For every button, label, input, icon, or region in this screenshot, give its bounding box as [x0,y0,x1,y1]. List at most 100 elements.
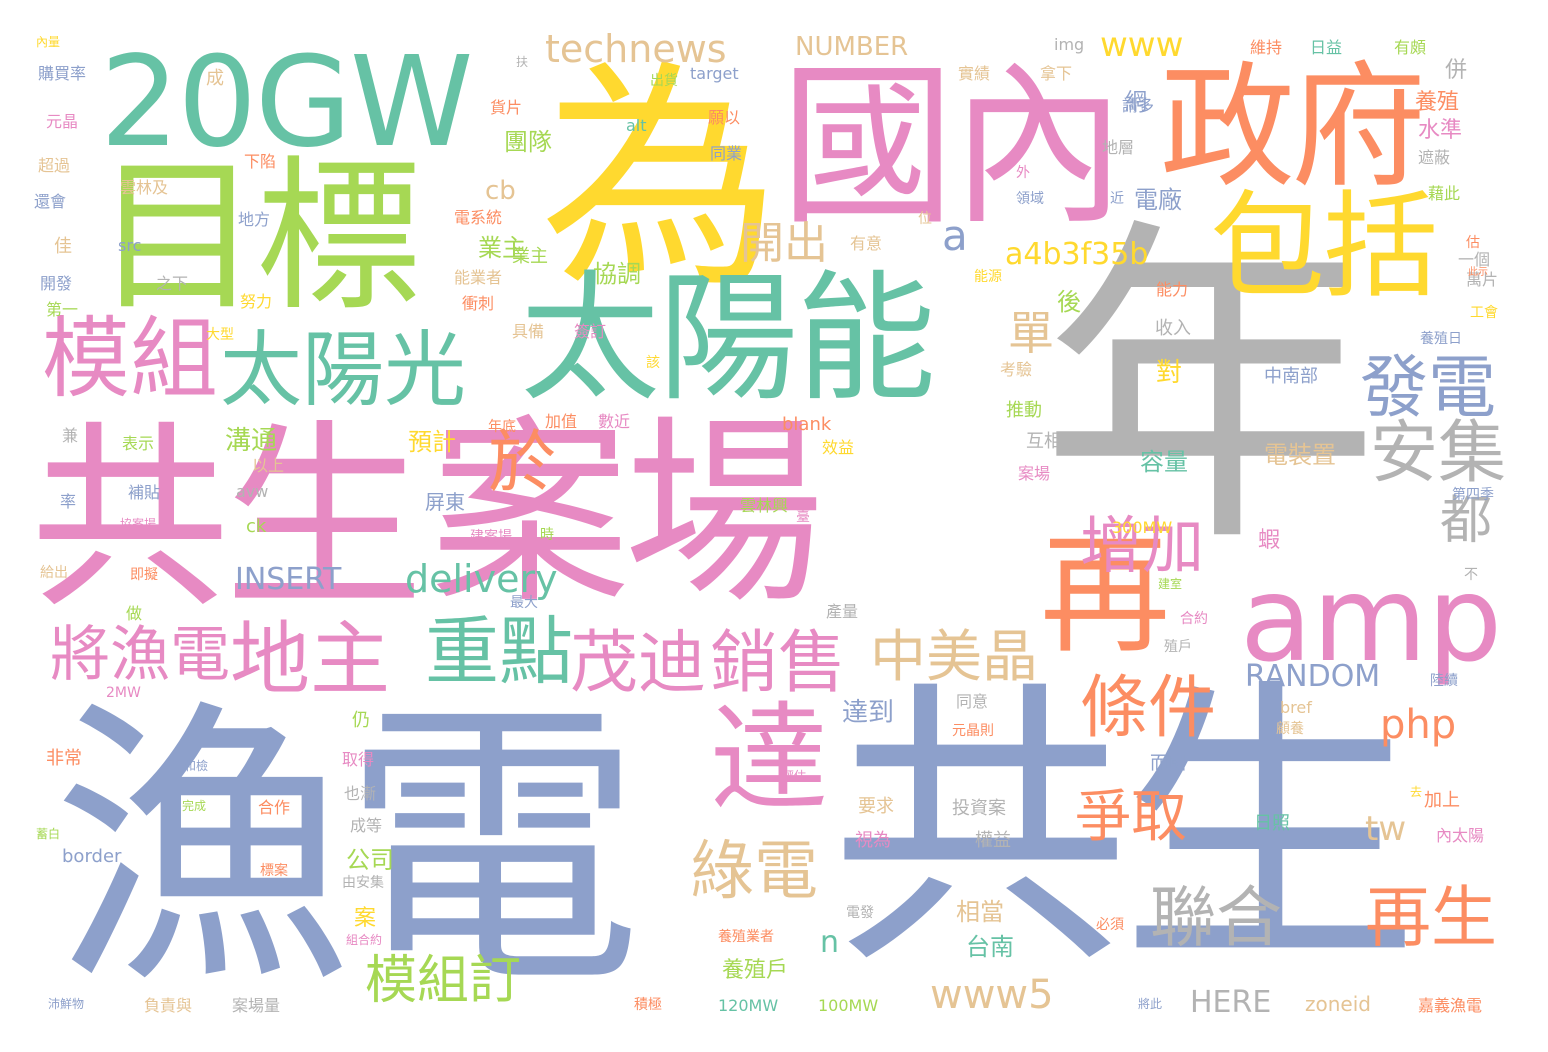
word-cloud-word: 團隊 [504,128,552,156]
word-cloud-word: 開發 [40,274,73,293]
word-cloud-word: 為 [540,40,781,320]
word-cloud-word: 而國 [1150,753,1186,774]
word-cloud-word: 雲林及 [120,178,169,197]
word-cloud-word: 協調 [593,260,641,288]
word-cloud-word: 簽訂 [574,322,607,341]
word-cloud-word: 共生 [830,655,1420,1004]
word-cloud-word: 衝刺 [462,294,495,313]
word-cloud-word: 地主 [230,613,390,706]
word-cloud-word: 將漁電 [50,620,230,690]
word-cloud-word: 收入 [1155,318,1191,339]
word-cloud-word: 實績 [958,64,991,83]
word-cloud-word: 水準 [1418,118,1463,143]
word-cloud-word: www [1100,25,1184,65]
word-cloud-word: 權益 [975,830,1011,851]
word-cloud-word: 一個 [1458,250,1491,269]
word-cloud-word: 出貨 [650,73,678,89]
word-cloud-word: 業主 [478,234,526,262]
word-cloud-word: 也漸 [344,784,377,803]
word-cloud-word: 率 [60,492,77,511]
word-cloud-word: target [690,64,739,83]
word-cloud-word: 預計 [408,428,456,456]
word-cloud-word: 日益 [1310,38,1343,57]
word-cloud-word: cb [485,176,516,206]
word-cloud-word: 併 [1445,58,1468,83]
word-cloud-word: 努力 [240,292,273,311]
word-cloud-word: 去 [1410,785,1423,799]
word-cloud-word: 第一 [46,300,79,319]
word-cloud-word: 視為 [855,830,891,851]
word-cloud-word: 屏東 [425,490,465,514]
word-cloud-word: 年底 [488,419,516,435]
word-cloud-word: src [118,236,142,255]
word-cloud-word: 再 [1040,519,1171,671]
word-cloud-word: 外 [1016,165,1030,181]
word-cloud-word: 銷售 [710,624,847,703]
word-cloud-word: a4b3f35b [1005,237,1149,272]
word-cloud-word: 綠電 [690,835,818,909]
word-cloud-word: 元晶 [46,112,79,131]
word-cloud-word: 相當 [956,898,1004,926]
word-cloud-word: 安集 [1370,414,1507,493]
word-cloud-word: 蝦 [1258,528,1281,553]
word-cloud-word: 能源 [974,269,1002,285]
word-cloud-word: amp [1240,550,1503,688]
word-cloud-word: 對 [1156,358,1183,388]
word-cloud-word: 非常 [46,748,82,769]
word-cloud-word: 貨片 [490,98,523,117]
word-cloud-word: 達到 [842,698,895,728]
word-cloud-word: 國內 [780,46,1126,249]
word-cloud-word: 模組 [42,307,219,410]
word-cloud-word: 考驗 [1000,360,1033,379]
word-cloud-word: 建案場 [470,529,512,545]
word-cloud-word: 太陽光 [220,323,467,418]
word-cloud-word: ck [246,516,267,537]
word-cloud-word: 溝通 [225,426,278,456]
word-cloud-word: 有頗 [1394,38,1427,57]
word-cloud-word: 案 [354,906,377,931]
word-cloud-word: 都 [1440,491,1493,551]
word-cloud-word: 達 [710,690,829,828]
word-cloud-word: 中南部 [1264,366,1318,387]
word-cloud-word: 將此 [1138,997,1163,1011]
word-cloud-word: 電發 [846,905,874,921]
word-cloud-word: 太陽能 [520,258,936,421]
word-cloud-word: 效益 [822,438,855,457]
word-cloud-word: 陸續 [1430,673,1458,689]
word-cloud-word: 建室 [1158,577,1183,591]
word-cloud-word: 取得 [342,750,375,769]
word-cloud-word: 養殖業者 [718,929,774,945]
word-cloud-word: php [1380,702,1457,748]
word-cloud-word: 開出 [740,218,828,269]
word-cloud-word: 成等 [350,816,383,835]
word-cloud-word: 元晶則 [952,723,994,739]
word-cloud-word: 於 [488,424,557,503]
word-cloud-word: 成 [206,68,224,89]
word-cloud-word: 積極 [634,997,662,1013]
word-cloud-word: alt [626,116,647,135]
word-cloud-word: 養殖日 [1420,331,1462,347]
word-cloud-word: 漁電 [52,675,642,1024]
word-cloud-word: 日照 [1254,813,1290,834]
word-cloud-word: 有意 [850,234,883,253]
word-cloud-word: 兼 [62,426,79,445]
word-cloud-word: 後 [1057,288,1081,316]
word-cloud-word: 具備 [512,322,545,341]
word-cloud-word: zoneid [1305,992,1371,1016]
word-cloud-word: 容量 [1140,448,1188,476]
word-cloud-word: 萬片 [1466,270,1499,289]
word-cloud-word: 再生 [1365,879,1497,956]
word-cloud-word: 顧養 [1276,721,1304,737]
word-cloud-word: 共生 [30,403,424,636]
word-cloud-word: 下陷 [244,152,277,171]
word-cloud-word: 重點 [425,609,573,695]
word-cloud-word: 第四季 [1452,487,1494,503]
word-cloud-word: 臺 [796,509,810,525]
word-cloud-word: 增加 [1080,509,1205,582]
word-cloud-word: 嘉義漁電 [1418,996,1483,1015]
word-cloud-word: n [820,925,840,960]
word-cloud-word: 內量 [36,35,61,49]
word-cloud-word: delivery [405,557,558,601]
word-cloud-word: 維持 [1250,38,1283,57]
